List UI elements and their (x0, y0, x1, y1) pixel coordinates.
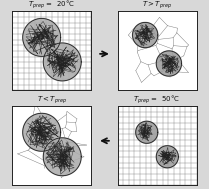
Polygon shape (43, 43, 81, 81)
Polygon shape (136, 121, 158, 143)
Polygon shape (43, 138, 81, 176)
Polygon shape (156, 146, 178, 168)
Polygon shape (23, 19, 61, 56)
Title: $T_{prep}$ =  50°C: $T_{prep}$ = 50°C (134, 94, 181, 106)
Polygon shape (23, 113, 61, 151)
Title: $T > T_{prep}$: $T > T_{prep}$ (142, 0, 172, 11)
Title: $T_{prep}$ =  20°C: $T_{prep}$ = 20°C (28, 0, 75, 11)
Title: $T < T_{prep}$: $T < T_{prep}$ (37, 95, 67, 106)
Polygon shape (133, 22, 158, 48)
Polygon shape (156, 51, 182, 76)
